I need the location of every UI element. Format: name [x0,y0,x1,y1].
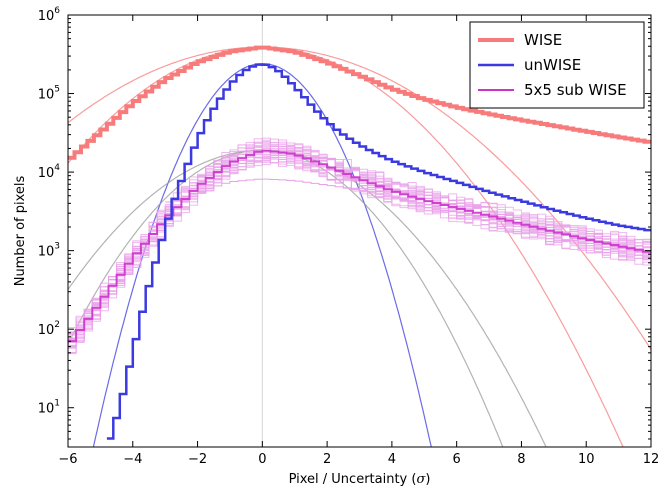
y-tick-label: 105 [38,85,60,103]
legend: WISE unWISE 5x5 sub WISE [469,21,645,109]
unwise-series [106,63,651,440]
y-tick-label: 103 [38,242,60,260]
x-axis-label: Pixel / Uncertainty (σ) [289,472,431,487]
y-tick-label: 101 [38,399,60,417]
x-tick-label: 0 [258,452,266,467]
y-axis-label: Number of pixels [13,175,28,286]
sub-wise-trace [68,156,651,354]
sub-wise-trace [68,143,651,340]
x-axis-ticks: −6 −4 −2 0 2 4 6 8 10 12 [58,15,659,467]
legend-label: 5x5 sub WISE [524,81,627,99]
plot-frame [67,14,652,448]
legend-label: WISE [524,31,562,49]
x-tick-label: −6 [58,452,77,467]
x-tick-label: 2 [323,452,331,467]
wise-series [68,45,651,160]
sub-gauss-1 [68,149,504,447]
y-axis-ticks: 101 102 103 104 105 106 [38,6,651,440]
x-tick-label: 10 [578,452,595,467]
x-tick-label: 6 [453,452,461,467]
x-tick-label: −4 [123,452,142,467]
y-tick-label: 106 [38,6,61,24]
sub-gauss-2 [68,149,547,447]
x-tick-label: −2 [188,452,207,467]
x-tick-label: 12 [643,452,660,467]
legend-label: unWISE [524,56,581,74]
histogram-series [68,45,651,440]
gaussian-reference-curves [68,46,651,447]
x-tick-label: 4 [388,452,396,467]
wise-gauss-1 [68,46,624,447]
sub-wise-histograms [68,137,651,355]
sub-wise-series [68,149,651,343]
y-tick-label: 104 [38,163,61,181]
x-tick-label: 8 [517,452,525,467]
y-tick-label: 102 [38,320,60,338]
